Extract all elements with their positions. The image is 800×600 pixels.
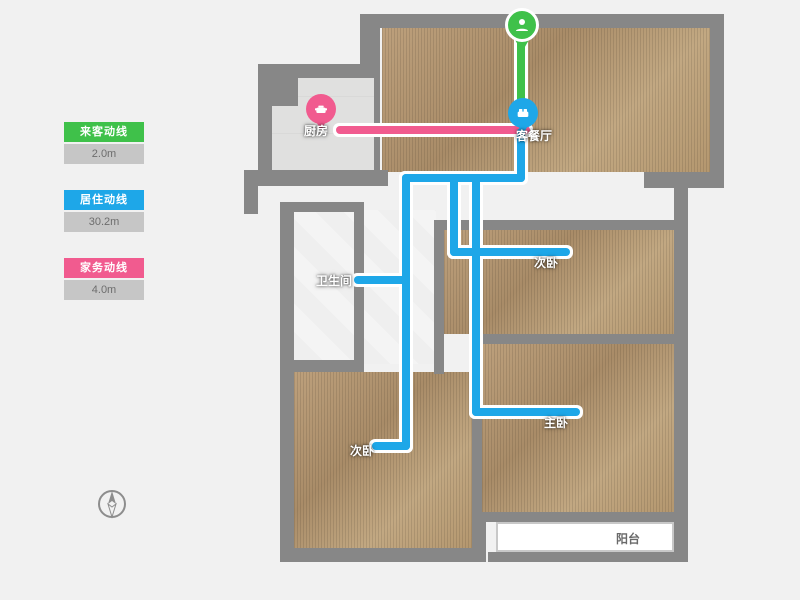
- room-label: 客餐厅: [516, 127, 552, 144]
- legend-name: 家务动线: [64, 258, 144, 278]
- room-label: 次卧: [350, 442, 374, 459]
- legend-name: 居住动线: [64, 190, 144, 210]
- legend-name: 来客动线: [64, 122, 144, 142]
- legend-distance: 30.2m: [64, 212, 144, 232]
- room-label: 阳台: [616, 530, 640, 547]
- room-label: 次卧: [534, 254, 558, 271]
- floorplan-stage: 厨房客餐厅卫生间次卧主卧次卧阳台: [244, 14, 724, 572]
- user-icon: [513, 16, 531, 34]
- legend-item-housework: 家务动线 4.0m: [64, 258, 144, 300]
- user-start-pin: [505, 8, 539, 52]
- legend-distance: 2.0m: [64, 144, 144, 164]
- legend-item-living: 居住动线 30.2m: [64, 190, 144, 232]
- legend-item-guest: 来客动线 2.0m: [64, 122, 144, 164]
- legend-distance: 4.0m: [64, 280, 144, 300]
- label-layer: 厨房客餐厅卫生间次卧主卧次卧阳台: [244, 14, 724, 572]
- room-label: 主卧: [544, 414, 568, 431]
- legend: 来客动线 2.0m 居住动线 30.2m 家务动线 4.0m: [64, 122, 144, 326]
- compass-icon: [96, 488, 128, 520]
- room-label: 卫生间: [316, 272, 352, 289]
- room-label: 厨房: [304, 122, 328, 139]
